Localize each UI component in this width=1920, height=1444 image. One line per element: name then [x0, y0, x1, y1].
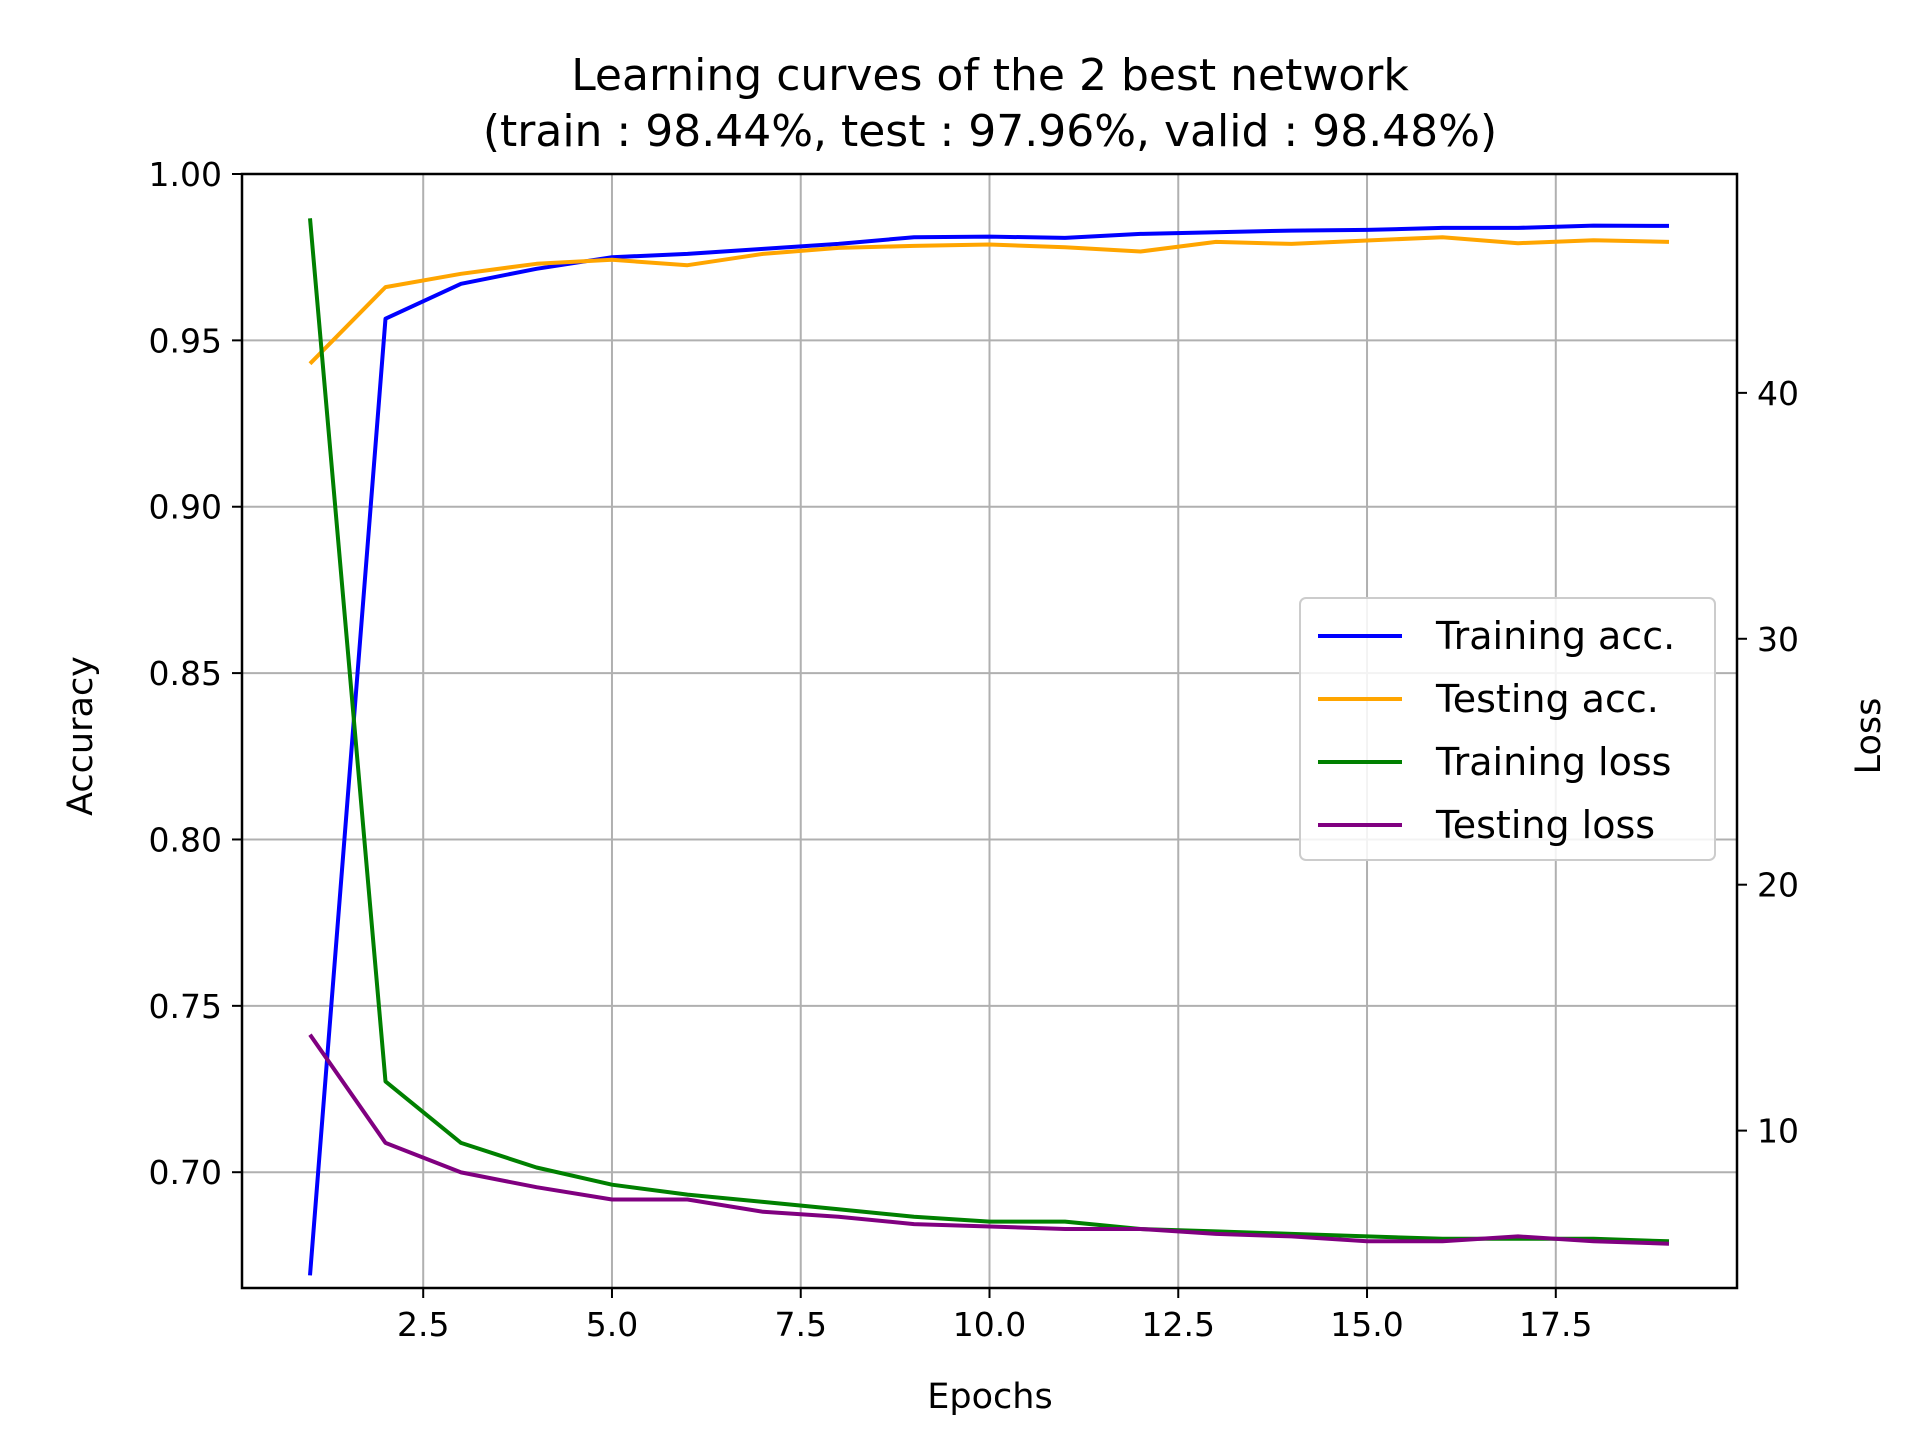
legend-label: Training acc. — [1435, 614, 1675, 658]
x-tick-label: 12.5 — [1142, 1305, 1215, 1344]
chart-subtitle: (train : 98.44%, test : 97.96%, valid : … — [483, 106, 1497, 157]
legend-box — [1299, 597, 1716, 861]
series-line-training-loss — [308, 218, 1670, 1244]
y2-tick-label: 30 — [1757, 620, 1799, 659]
y2-tick-label: 40 — [1757, 374, 1799, 413]
y-tick-label: 1.00 — [149, 155, 222, 194]
x-tick-label: 2.5 — [397, 1305, 449, 1344]
y-axis-label: Accuracy — [61, 656, 101, 816]
y-tick-label: 0.75 — [149, 987, 222, 1026]
axes: 2.5 5.0 7.5 10.0 12.5 15.0 17.5 0.70 0.75 0.80 0.8… — [149, 155, 1799, 1344]
y2-axis-label: Loss — [1849, 698, 1889, 775]
legend-label: Training loss — [1435, 740, 1671, 784]
x-axis-label: Epochs — [927, 1377, 1052, 1417]
y-tick-label: 0.85 — [149, 654, 222, 693]
legend: Training acc. Testing acc. Training loss Te… — [1299, 597, 1716, 861]
y-tick-label: 0.95 — [149, 321, 222, 360]
x-tick-label: 10.0 — [953, 1305, 1026, 1344]
x-tick-label: 5.0 — [586, 1305, 638, 1344]
y-tick-label: 0.70 — [149, 1153, 222, 1192]
y2-tick-label: 10 — [1757, 1112, 1799, 1151]
series-line-testing-loss — [308, 1033, 1670, 1246]
y-tick-label: 0.80 — [149, 820, 222, 859]
x-tick-label: 7.5 — [774, 1305, 826, 1344]
x-tick-label: 15.0 — [1330, 1305, 1403, 1344]
legend-label: Testing acc. — [1435, 677, 1659, 721]
series-line-training-acc — [308, 223, 1670, 1276]
plot-series — [308, 218, 1670, 1276]
legend-label: Testing loss — [1435, 803, 1655, 847]
series-line-testing-acc — [308, 235, 1670, 366]
x-tick-label: 17.5 — [1519, 1305, 1592, 1344]
chart-title: Learning curves of the 2 best network — [571, 50, 1409, 101]
y-tick-label: 0.90 — [149, 488, 222, 527]
y2-tick-label: 20 — [1757, 866, 1799, 905]
plot-frame — [240, 172, 1739, 1290]
